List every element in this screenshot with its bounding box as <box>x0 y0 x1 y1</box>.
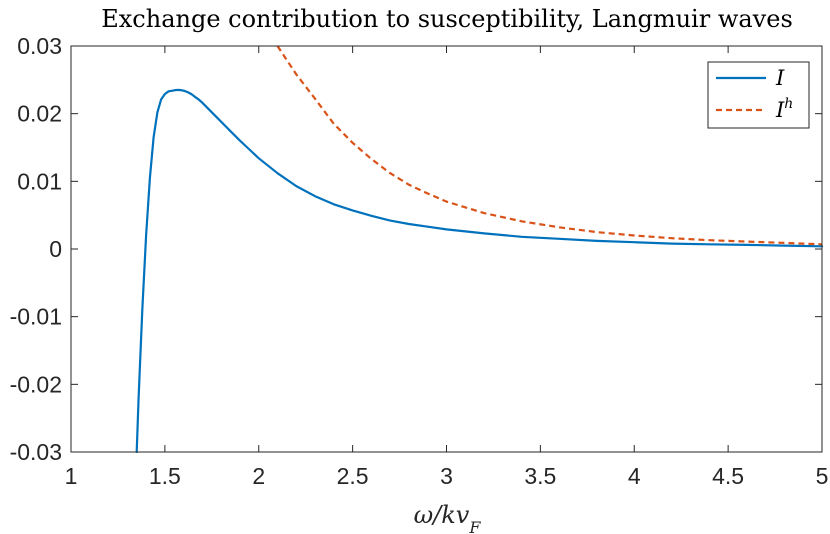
x-tick-label: 3 <box>440 463 453 489</box>
y-tick-label: 0.02 <box>17 101 62 127</box>
x-axis-label-base: ω/kv <box>414 501 470 529</box>
x-tick-label: 2.5 <box>337 463 369 489</box>
y-tick-label: 0.03 <box>17 33 62 59</box>
x-axis-label-subscript: F <box>468 518 481 534</box>
legend-box <box>707 61 810 129</box>
y-tick-label: -0.03 <box>10 439 62 465</box>
series-line-Ih <box>276 45 823 246</box>
plot-area <box>71 46 822 452</box>
x-tick-label: 4 <box>628 463 641 489</box>
x-tick-label: 1.5 <box>149 463 181 489</box>
y-tick-label: -0.01 <box>10 304 62 330</box>
y-tick-labels: -0.03 -0.02 -0.01 0 0.01 0.02 0.03 <box>10 33 62 465</box>
legend: I Ih <box>707 61 810 129</box>
axes-box <box>70 45 823 453</box>
x-tick-label: 5 <box>816 463 829 489</box>
x-tick-label: 4.5 <box>712 463 744 489</box>
series-line-I <box>135 88 824 454</box>
y-tick-label: 0 <box>49 236 62 262</box>
legend-label-Ih: Ih <box>775 96 793 122</box>
x-tick-labels: 1 1.5 2 2.5 3 3.5 4 4.5 5 <box>65 463 829 489</box>
series-layer <box>135 45 824 454</box>
x-tick-label: 3.5 <box>524 463 556 489</box>
chart-title: Exchange contribution to susceptibility,… <box>101 5 793 33</box>
y-tick-label: -0.02 <box>10 371 62 397</box>
x-tick-label: 2 <box>252 463 265 489</box>
x-axis-label: ω/kvF <box>414 501 482 534</box>
legend-label-I: I <box>775 66 785 90</box>
y-tick-label: 0.01 <box>17 168 62 194</box>
x-tick-label: 1 <box>65 463 78 489</box>
